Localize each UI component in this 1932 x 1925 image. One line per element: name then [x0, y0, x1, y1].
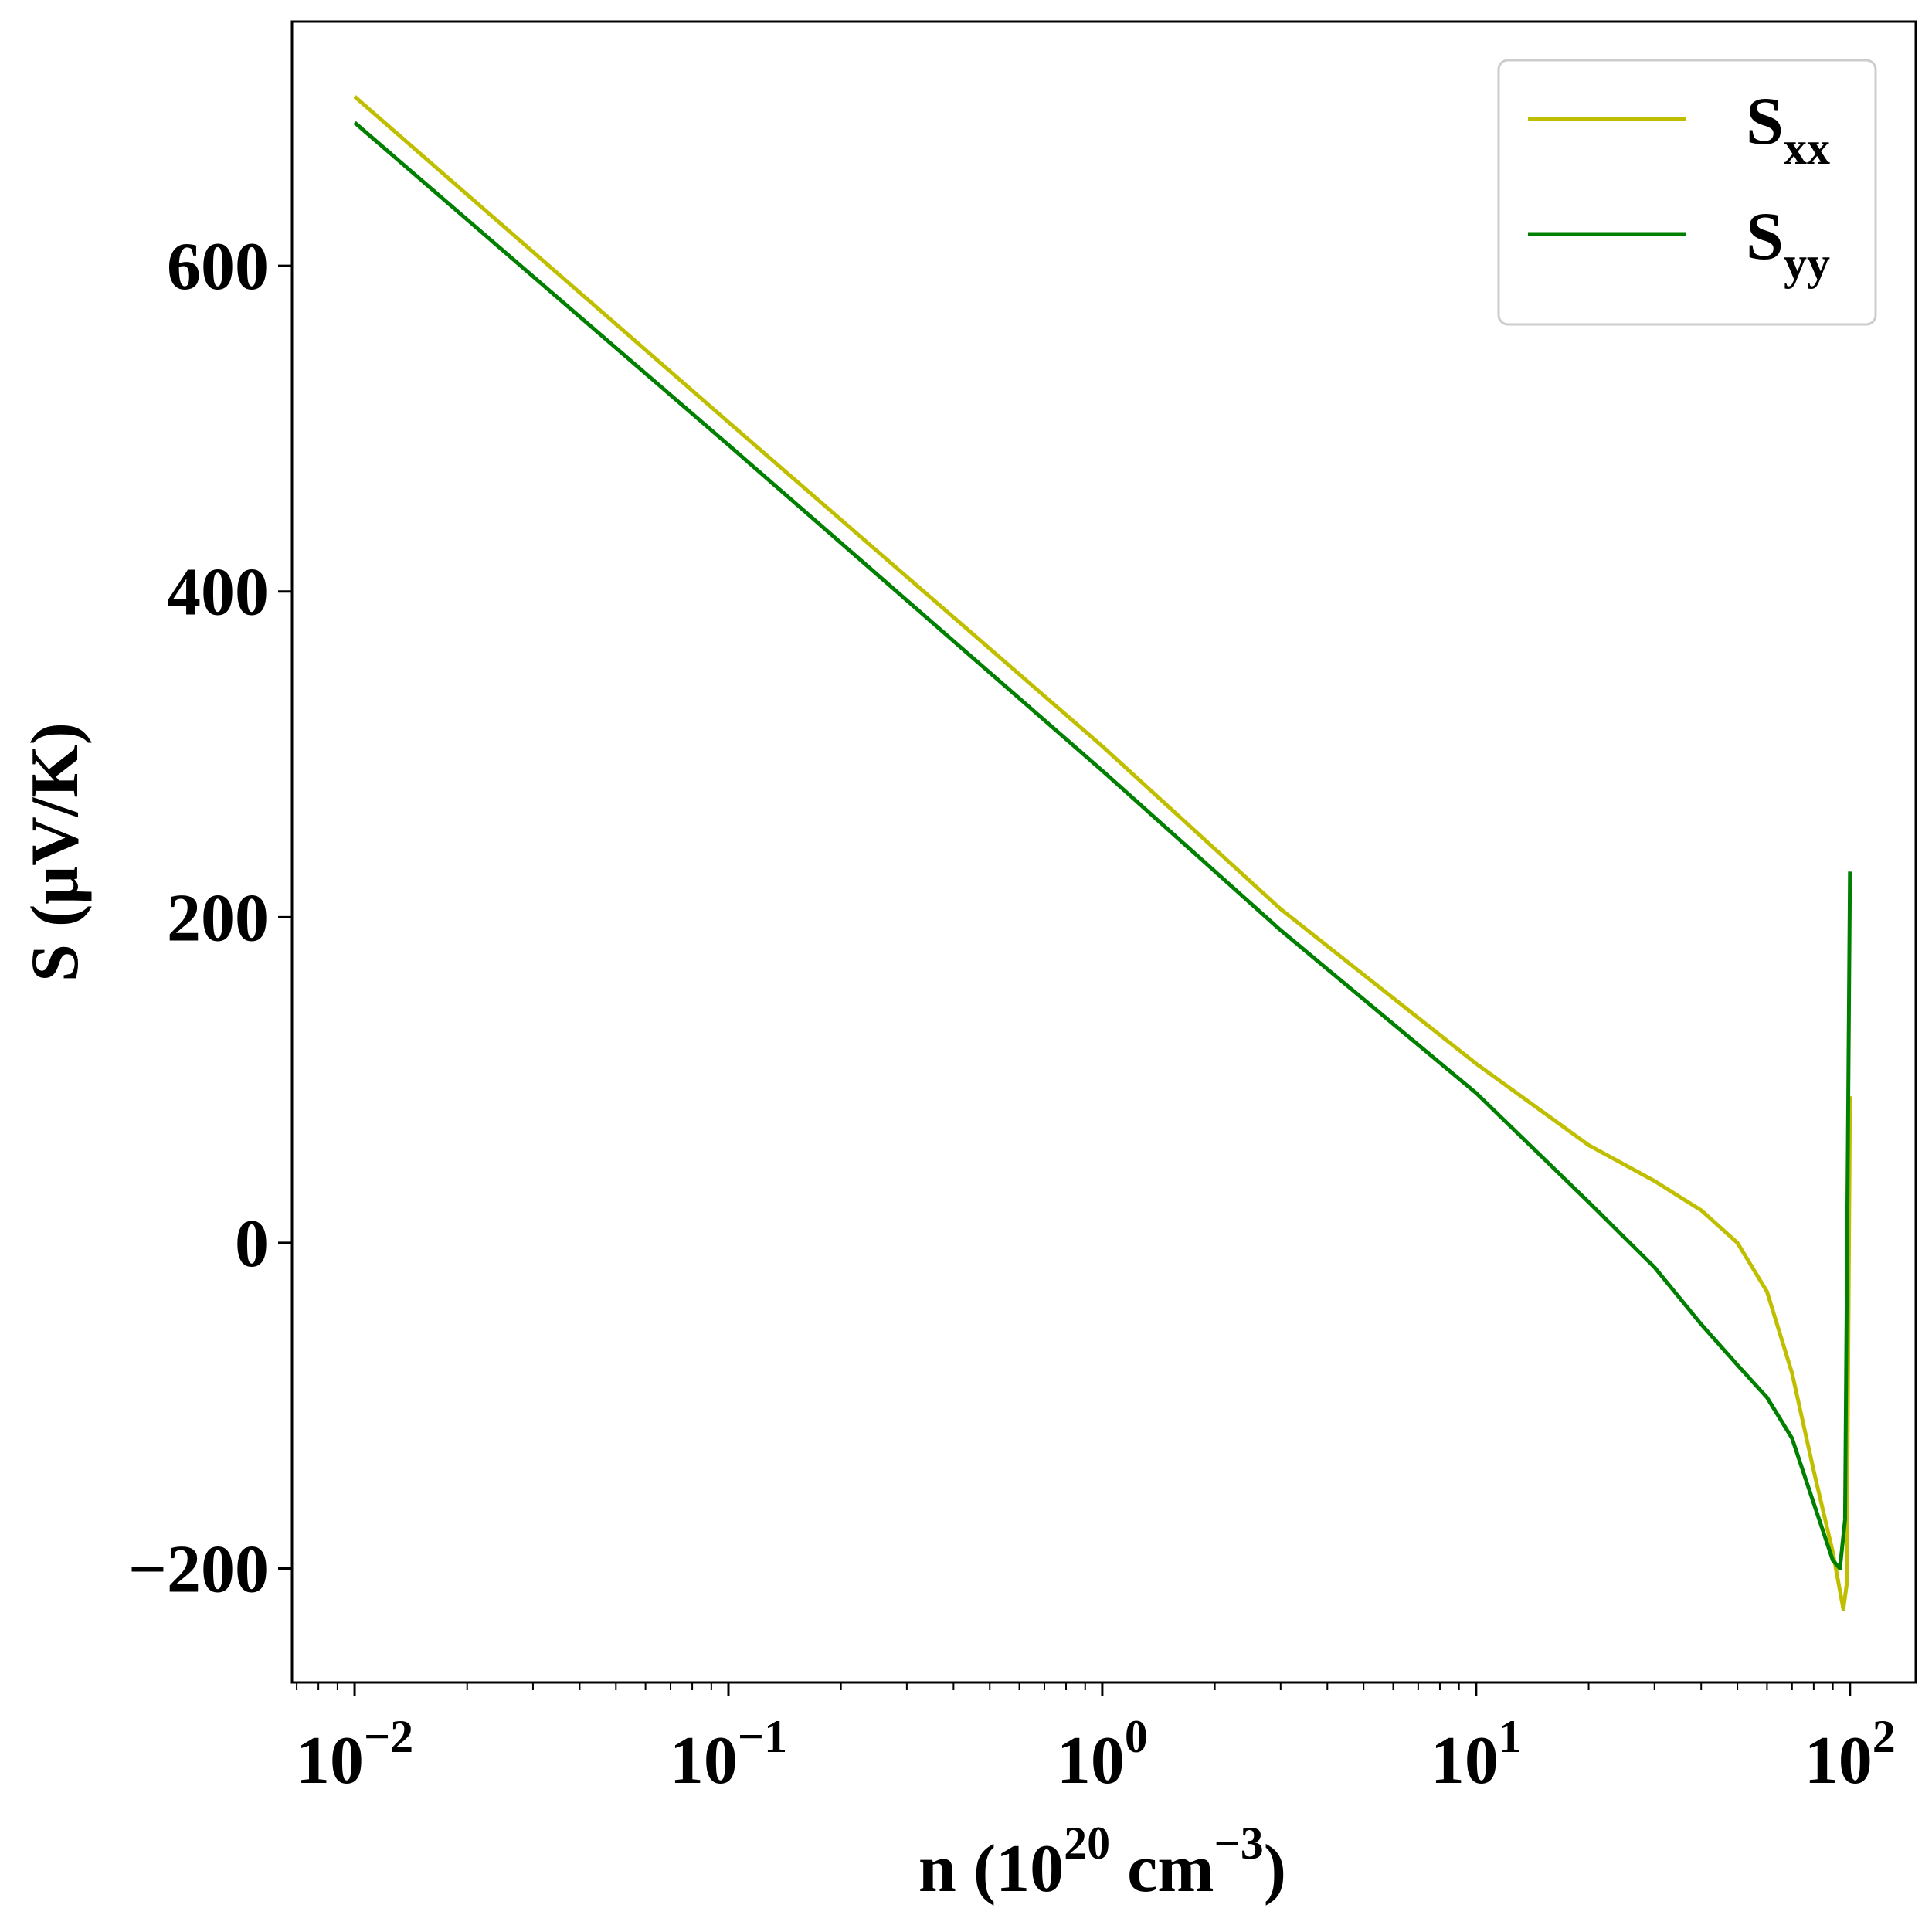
- x-tick-label: 102: [1805, 1711, 1896, 1798]
- y-tick-label: 600: [167, 229, 269, 304]
- x-axis-title: n (1020 cm−3): [918, 1818, 1286, 1906]
- legend-box: [1497, 59, 1877, 326]
- plot-frame: [290, 20, 1917, 1684]
- y-axis-title: S (μV/K): [18, 722, 93, 982]
- series-layer: [353, 95, 1852, 1611]
- legend-label-syy: Syy: [1746, 199, 1830, 289]
- ticks-layer: −200 0 200 400 600 10−2 10−1 100 101 102: [128, 229, 1896, 1798]
- x-tick-label: 10−2: [296, 1711, 413, 1798]
- x-tick-label: 101: [1431, 1711, 1522, 1798]
- series-line-syy: [353, 121, 1852, 1570]
- x-tick-label: 10−1: [670, 1711, 787, 1798]
- y-tick-label: 0: [235, 1207, 269, 1282]
- x-tick-label: 100: [1057, 1711, 1148, 1798]
- legend: Sxx Syy: [1497, 59, 1877, 326]
- legend-label-sxx: Sxx: [1746, 84, 1830, 174]
- series-line-sxx: [353, 95, 1852, 1611]
- y-tick-label: −200: [128, 1532, 269, 1607]
- y-tick-label: 200: [167, 881, 269, 956]
- y-tick-label: 400: [167, 555, 269, 630]
